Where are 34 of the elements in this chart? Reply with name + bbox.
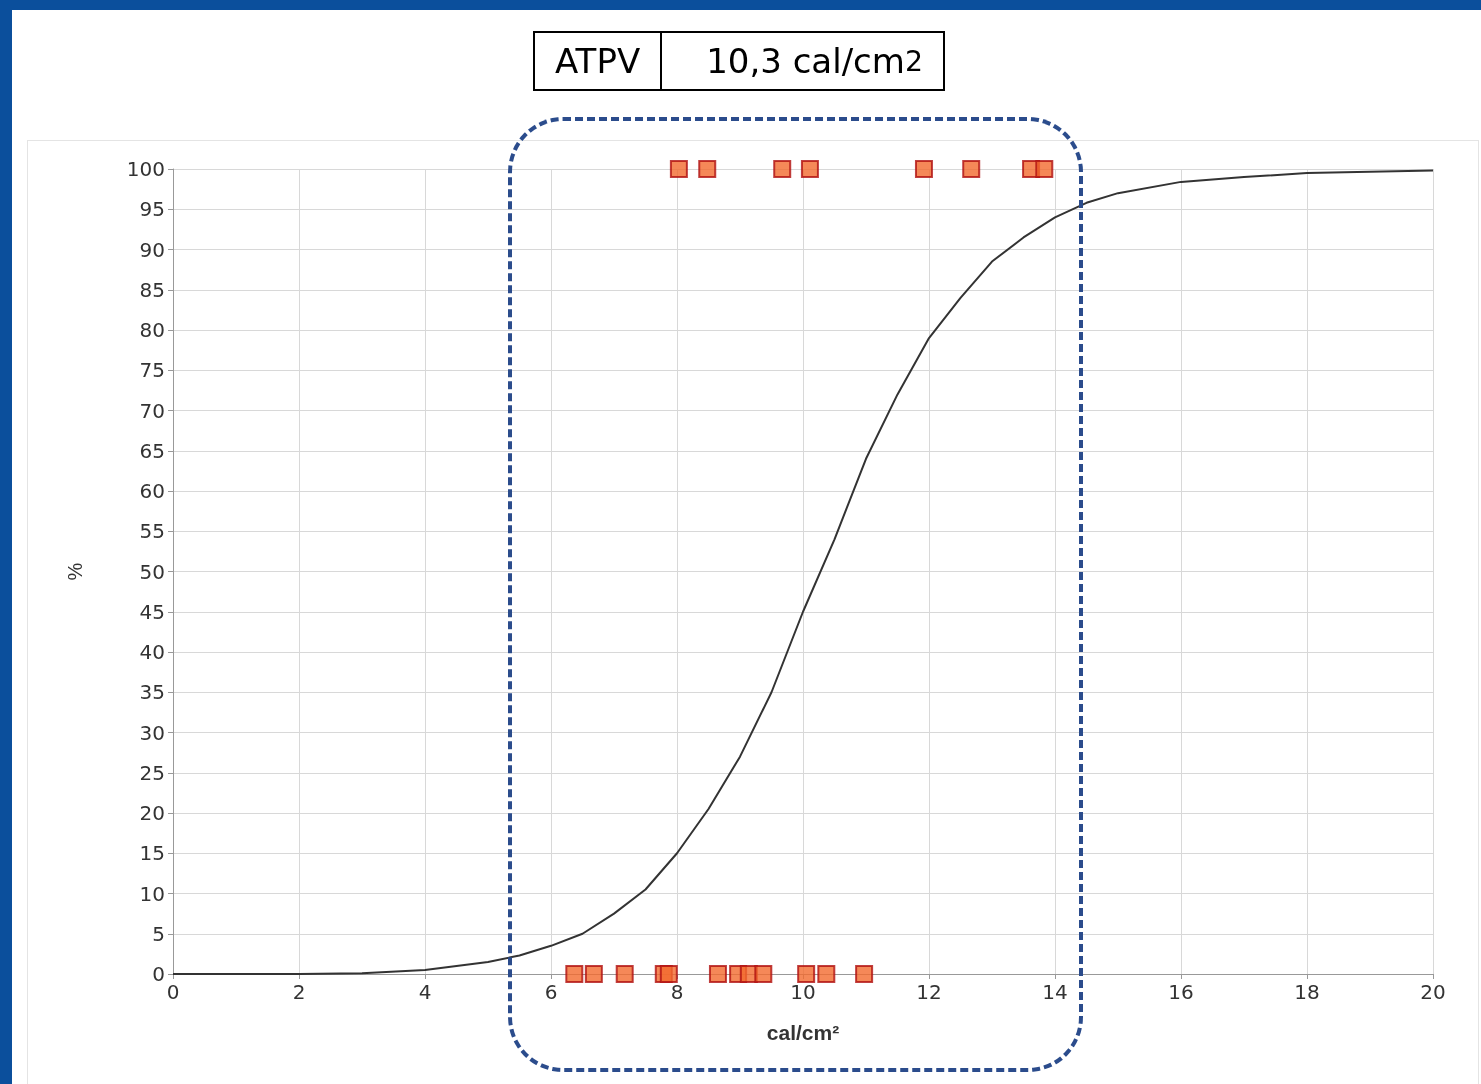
y-tick-label: 65 <box>139 438 165 463</box>
y-tick-label: 30 <box>139 720 165 745</box>
x-tick-label: 2 <box>292 980 306 1004</box>
y-tick-label: 35 <box>139 680 165 705</box>
y-tick-label: 5 <box>152 921 165 946</box>
x-tick-label: 12 <box>916 980 942 1004</box>
x-tick-label: 20 <box>1420 980 1446 1004</box>
y-tick-label: 95 <box>139 197 165 222</box>
y-tick-label: 15 <box>139 841 165 866</box>
y-tick-label: 100 <box>126 157 165 181</box>
y-tick-label: 0 <box>152 962 165 986</box>
y-tick-label: 60 <box>139 479 165 503</box>
y-tick-label: 20 <box>139 801 165 825</box>
x-tick-label: 14 <box>1042 980 1068 1004</box>
y-tick-label: 25 <box>139 760 165 785</box>
y-tick-label: 55 <box>139 519 165 544</box>
x-tick-label: 18 <box>1294 980 1320 1004</box>
x-tick-label: 4 <box>418 980 432 1004</box>
y-tick-label: 90 <box>139 237 165 262</box>
x-tick-label: 8 <box>670 980 684 1004</box>
y-tick-label: 85 <box>139 277 165 302</box>
x-tick-label: 16 <box>1168 980 1194 1004</box>
y-tick-label: 40 <box>139 640 165 664</box>
y-tick-label: 10 <box>139 881 165 906</box>
x-tick-label: 10 <box>790 980 816 1004</box>
y-tick-label: 50 <box>139 559 165 584</box>
y-tick-label: 80 <box>139 318 165 342</box>
y-tick-label: 45 <box>139 599 165 624</box>
x-tick-label: 6 <box>544 980 558 1004</box>
text: ATPV <box>554 40 642 83</box>
y-tick-label: 70 <box>139 398 165 423</box>
x-axis-title: cal/cm² <box>766 1021 840 1044</box>
y-axis-title: % <box>64 562 86 581</box>
y-tick-label: 75 <box>139 358 165 383</box>
